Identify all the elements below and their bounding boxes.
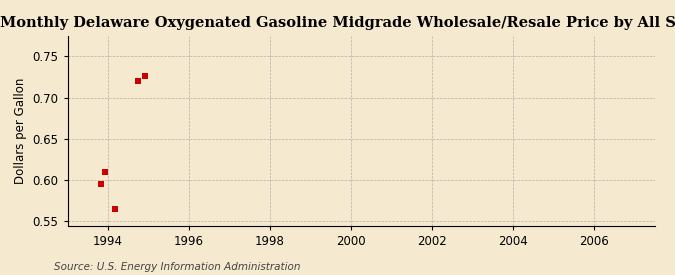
Point [140, 74, 151, 78]
Point [99, 170, 110, 174]
Point [109, 207, 120, 211]
Y-axis label: Dollars per Gallon: Dollars per Gallon [14, 78, 27, 184]
Title: Monthly Delaware Oxygenated Gasoline Midgrade Wholesale/Resale Price by All Sell: Monthly Delaware Oxygenated Gasoline Mid… [0, 16, 675, 31]
Point [96, 182, 107, 186]
Point [133, 79, 144, 83]
Text: Source: U.S. Energy Information Administration: Source: U.S. Energy Information Administ… [54, 262, 300, 272]
